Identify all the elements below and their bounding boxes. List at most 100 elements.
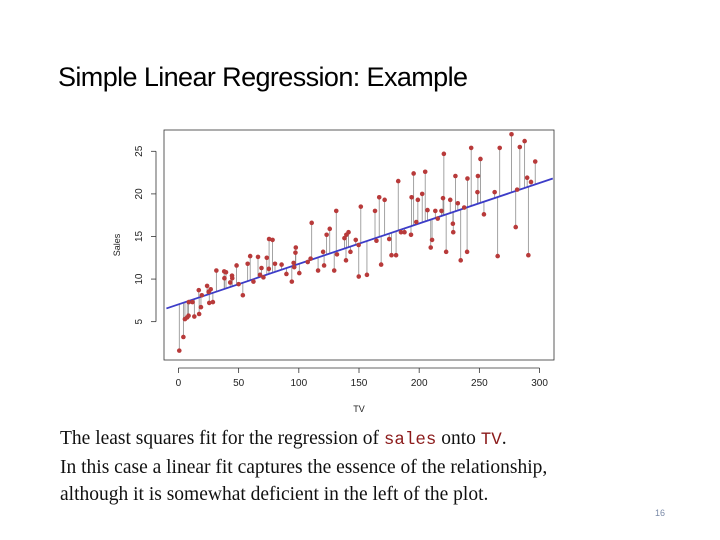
data-point: [309, 220, 314, 226]
caption-line-3: although it is somewhat deficient in the…: [60, 484, 489, 505]
data-point: [465, 176, 470, 181]
data-point: [236, 281, 241, 287]
data-point: [353, 237, 359, 243]
caption: The least squares fit for the regression…: [60, 425, 685, 508]
data-point: [478, 156, 483, 162]
x-tick-label: 250: [471, 378, 488, 389]
data-point: [186, 299, 192, 305]
data-point: [453, 173, 458, 179]
data-point: [492, 189, 497, 195]
data-point: [293, 250, 298, 255]
data-point: [208, 286, 214, 292]
caption-text: onto: [436, 428, 481, 449]
x-tick-label: 0: [176, 378, 182, 389]
data-point: [342, 235, 347, 241]
data-point: [364, 272, 370, 278]
data-point: [186, 313, 191, 319]
data-point: [259, 265, 264, 271]
data-point: [513, 224, 519, 230]
data-point: [196, 311, 202, 317]
data-point: [528, 179, 534, 185]
caption-line-1: The least squares fit for the regression…: [60, 425, 685, 454]
data-point: [415, 197, 421, 203]
data-point: [398, 229, 404, 235]
data-point: [422, 169, 428, 175]
data-point: [320, 249, 326, 255]
data-point: [450, 229, 456, 235]
data-point: [475, 189, 480, 195]
y-axis-label: Sales: [112, 233, 122, 256]
data-point: [526, 252, 531, 258]
x-tick-label: 150: [351, 378, 368, 389]
data-point: [382, 197, 387, 203]
residual-lines: [178, 134, 536, 351]
code-sales: sales: [383, 430, 437, 450]
data-point: [308, 256, 313, 261]
data-point: [395, 178, 401, 184]
data-point: [204, 283, 210, 289]
plot-box: [163, 129, 555, 361]
data-point: [372, 208, 378, 214]
data-point: [389, 252, 394, 258]
data-point: [419, 191, 425, 197]
data-point: [334, 252, 340, 257]
data-point: [455, 200, 461, 206]
y-tick-label: 10: [134, 273, 145, 285]
data-point: [408, 232, 414, 238]
data-point: [358, 204, 364, 209]
data-point: [524, 175, 530, 181]
data-point: [266, 266, 272, 272]
caption-text: .: [501, 428, 507, 449]
y-tick-label: 15: [134, 230, 145, 242]
data-point: [393, 252, 399, 258]
data-point: [402, 229, 407, 235]
data-point: [321, 263, 327, 268]
data-point: [284, 271, 289, 277]
data-point: [296, 270, 302, 276]
data-point: [176, 348, 182, 353]
data-point: [447, 197, 453, 203]
data-point: [245, 261, 250, 267]
y-tick-label: 5: [134, 318, 145, 324]
data-point: [291, 264, 297, 270]
data-point: [196, 287, 202, 293]
data-point: [522, 138, 527, 144]
data-point: [413, 219, 419, 225]
data-point: [378, 262, 384, 267]
data-point: [261, 275, 266, 280]
data-point: [495, 253, 500, 259]
data-point: [433, 208, 438, 214]
data-point: [509, 131, 514, 137]
data-point: [327, 226, 333, 232]
data-point: [356, 242, 361, 248]
y-tick-label: 20: [134, 188, 145, 200]
data-point: [386, 236, 392, 242]
data-point: [333, 208, 339, 214]
y-tick-label: 25: [134, 145, 145, 157]
x-tick-label: 100: [290, 378, 307, 389]
data-point: [475, 173, 481, 179]
data-point: [409, 194, 414, 200]
data-point: [411, 171, 416, 176]
data-point: [428, 245, 434, 250]
data-point: [343, 258, 349, 263]
data-point: [222, 275, 227, 281]
chart-axes: 0 50 100 150 200 250 300 TV 5 10 15 20 25 Sales: [112, 129, 555, 414]
data-point: [223, 269, 229, 275]
data-point: [324, 232, 329, 238]
data-point: [198, 304, 204, 310]
x-tick-label: 50: [233, 378, 245, 389]
data-point: [429, 237, 435, 243]
data-point: [315, 268, 321, 273]
scatter-chart: 0 50 100 150 200 250 300 TV 5 10 15 20 25 Sales: [112, 129, 555, 414]
data-point: [264, 255, 270, 261]
data-point: [190, 299, 195, 305]
data-point: [210, 299, 216, 305]
data-point: [497, 145, 503, 151]
data-point: [289, 279, 295, 284]
data-point: [450, 221, 456, 227]
data-point: [356, 274, 362, 279]
data-point: [481, 212, 487, 217]
data-point: [532, 159, 538, 164]
data-point: [266, 236, 272, 242]
